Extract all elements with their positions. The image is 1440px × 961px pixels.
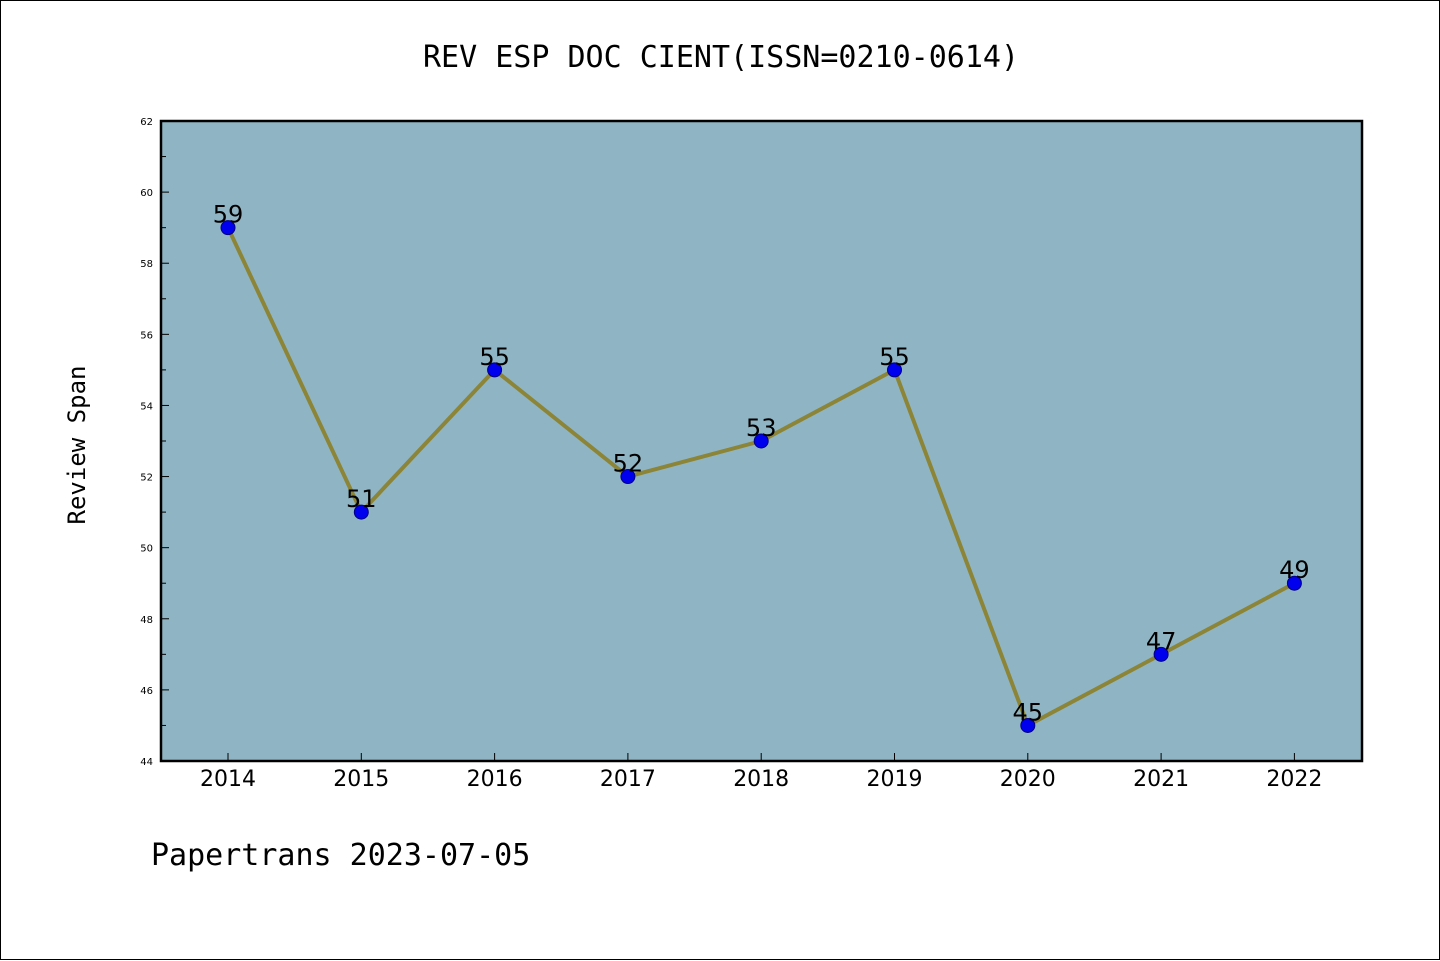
data-point: [620, 469, 636, 485]
x-axis: 2014 2015 2016 2017 2018 2019 2020 2021 2022: [200, 753, 1322, 792]
y-tick-label: 44: [140, 757, 153, 768]
data-point: [1286, 575, 1302, 591]
data-points: [220, 220, 1302, 733]
x-tick-label: 2022: [1266, 767, 1322, 792]
data-point: [1153, 646, 1169, 662]
y-tick-label: 60: [140, 188, 153, 199]
data-label: 52: [613, 450, 644, 478]
chart-title: REV ESP DOC CIENT(ISSN=0210-0614): [423, 40, 1019, 75]
y-tick-label: 50: [140, 544, 153, 555]
data-label: 55: [479, 343, 510, 371]
y-tick-label: 54: [140, 401, 153, 412]
x-tick-label: 2021: [1133, 767, 1189, 792]
x-tick-label: 2019: [867, 767, 923, 792]
footer-text: Papertrans 2023-07-05: [151, 838, 530, 873]
y-tick-label: 48: [140, 615, 153, 626]
x-tick-label: 2014: [200, 767, 256, 792]
y-axis-label: Review Span: [63, 366, 91, 525]
data-point: [887, 362, 902, 378]
data-label: 59: [213, 201, 244, 229]
data-point: [487, 362, 503, 378]
data-label: 49: [1279, 556, 1310, 584]
data-label: 53: [746, 414, 777, 442]
data-label: 51: [346, 485, 377, 513]
data-label: 55: [879, 343, 910, 371]
data-point: [1020, 717, 1036, 733]
data-point: [220, 220, 236, 236]
data-label: 45: [1013, 698, 1044, 726]
data-label: 47: [1146, 627, 1177, 655]
x-tick-label: 2016: [467, 767, 523, 792]
x-tick-label: 2020: [1000, 767, 1056, 792]
x-tick-label: 2018: [733, 767, 789, 792]
data-point: [753, 433, 769, 449]
data-labels: 59 51 55 52 53 55 45 47 49: [213, 201, 1310, 727]
y-tick-label: 56: [140, 330, 153, 341]
x-tick-label: 2017: [600, 767, 656, 792]
y-tick-label: 62: [140, 117, 153, 128]
y-tick-label: 58: [140, 259, 153, 270]
y-axis: 44 46 48 50 52 54 56 58 60 62: [140, 117, 169, 768]
y-tick-label: 52: [140, 473, 153, 484]
x-tick-label: 2015: [333, 767, 389, 792]
data-point: [353, 504, 369, 520]
y-tick-label: 46: [140, 686, 153, 697]
